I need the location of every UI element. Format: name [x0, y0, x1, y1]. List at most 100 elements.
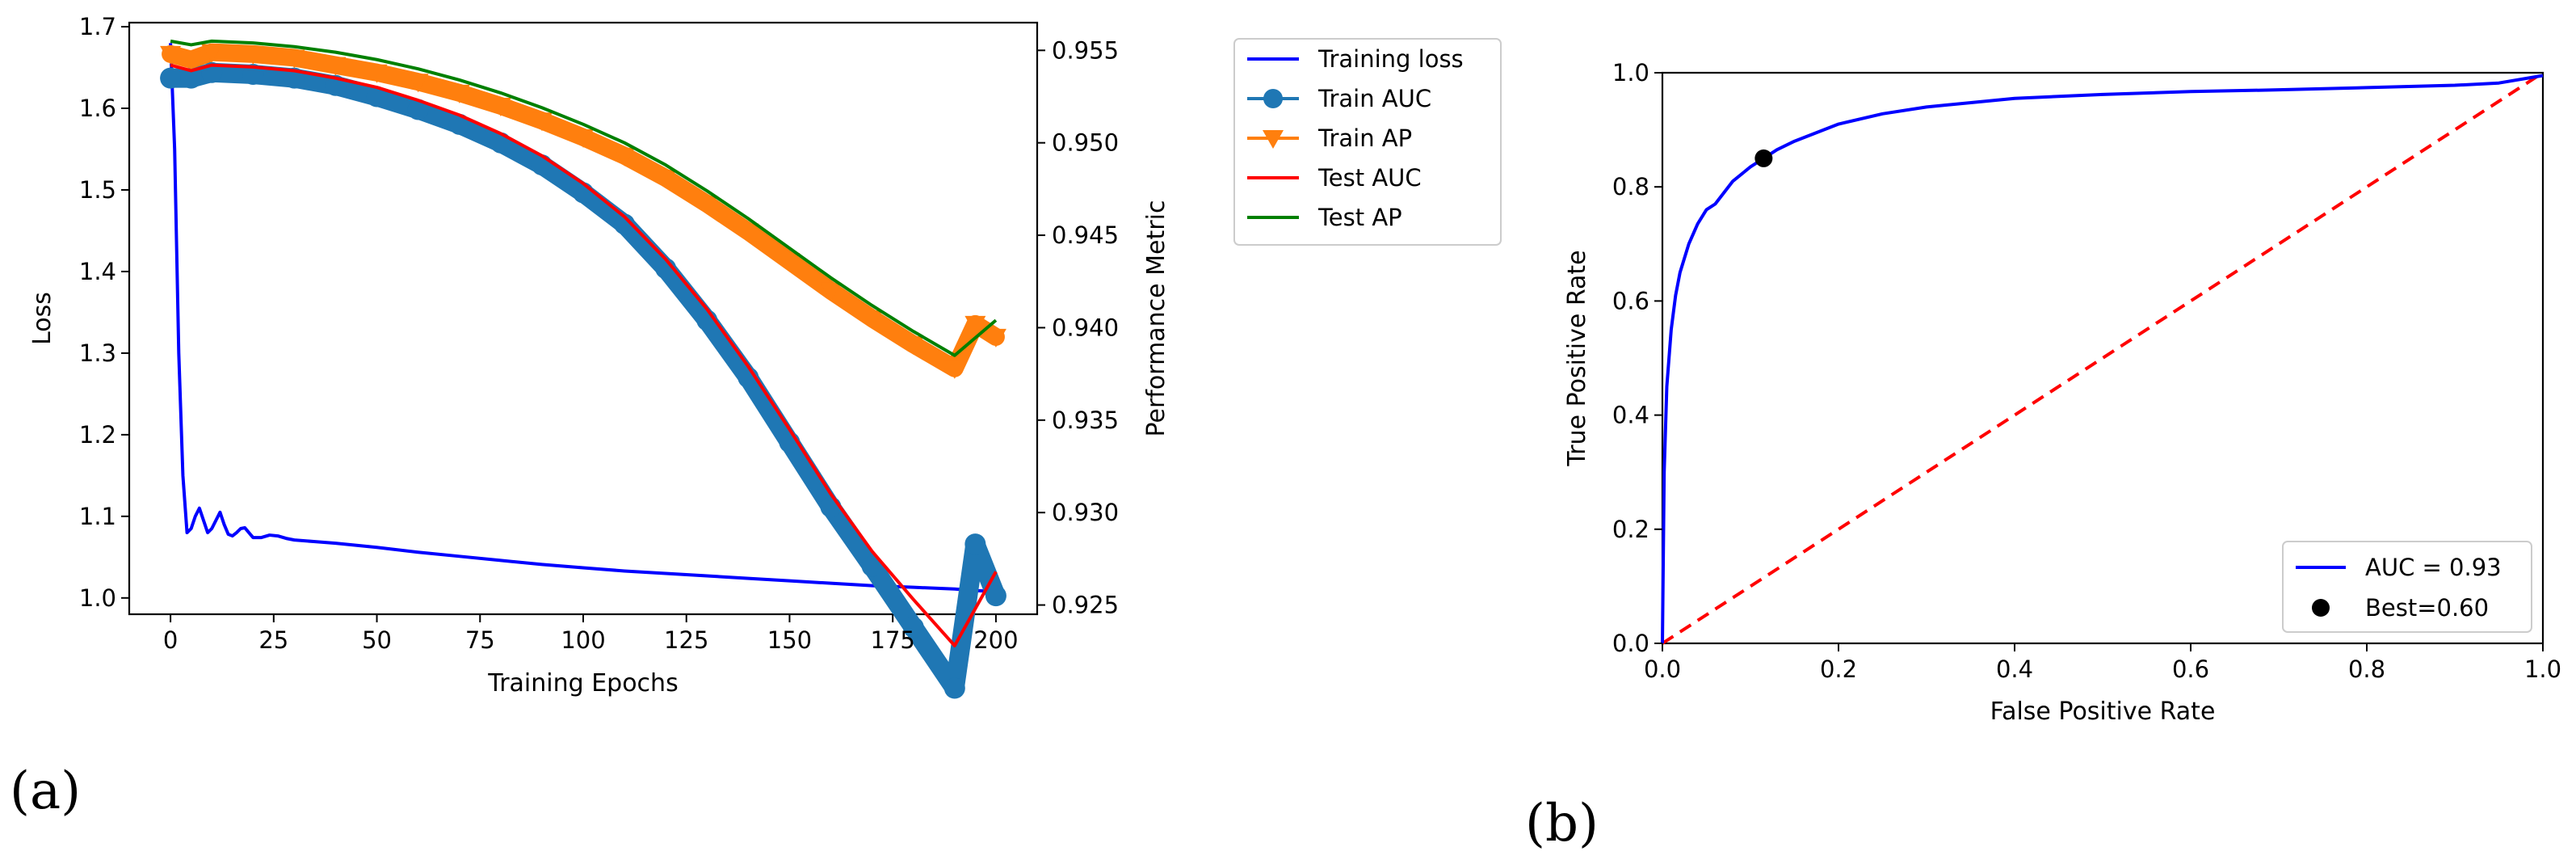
- chart-a-left-y-tick-label: 1.3: [79, 339, 116, 367]
- chart-b-y-tick-label: 0.2: [1612, 516, 1649, 543]
- chart-a-series-train-ap-point: [531, 112, 553, 132]
- chart-a-left-y-tick-label: 1.5: [79, 176, 116, 204]
- chart-a-series-train-ap-point: [655, 170, 677, 189]
- chart-a-left-y-tick-label: 1.7: [79, 13, 116, 40]
- chart-a-legend-frame: [1233, 38, 1502, 246]
- chart-a-series-train-auc-point: [160, 67, 182, 89]
- chart-a-series-train-ap-point: [160, 45, 182, 65]
- chart-b-x-axis-label: False Positive Rate: [1990, 698, 2216, 726]
- chart-b-y-axis-label: True Positive Rate: [1563, 250, 1591, 466]
- chart-b-series-group: [1661, 71, 2544, 645]
- chart-a-series-train-ap-point: [861, 310, 883, 329]
- chart-b-y-tick-label: 0.4: [1612, 402, 1649, 429]
- chart-a-legend-label-training-loss: Training loss: [1317, 45, 1464, 73]
- chart-b-x-ticks: 0.0 0.2 0.4 0.6 0.8 1.0: [1644, 643, 2561, 683]
- chart-a-left-y-tick-label: 1.4: [79, 258, 116, 285]
- chart-b-legend-label-auc: AUC = 0.93: [2365, 554, 2502, 581]
- chart-a-left-y-axis-label: Loss: [28, 292, 57, 345]
- chart-a-series-train-auc-point: [366, 86, 388, 107]
- chart-a-series-train-ap-point: [242, 45, 264, 65]
- chart-a-series-train-ap-point: [448, 84, 470, 103]
- chart-a-series-train-auc-point: [943, 677, 965, 699]
- chart-b-x-tick-label: 0.6: [2172, 655, 2209, 683]
- chart-a-x-tick-label: 25: [258, 626, 288, 654]
- chart-a-x-tick-label: 200: [973, 626, 1018, 654]
- chart-a-legend-label-train-auc: Train AUC: [1317, 85, 1431, 112]
- chart-a-legend-marker-train-ap: [1263, 130, 1284, 149]
- chart-a-series-test-ap: [170, 39, 998, 357]
- chart-a-x-tick-label: 150: [767, 626, 812, 654]
- chart-a-legend-label-train-ap: Train AP: [1317, 124, 1412, 152]
- chart-a-right-y-tick-label: 0.950: [1052, 129, 1119, 157]
- chart-a-series-train-ap-point: [366, 64, 388, 83]
- chart-b-y-tick-label: 0.8: [1612, 173, 1649, 200]
- chart-a-series-training-loss: [169, 43, 996, 593]
- chart-a-left-y-tick-label: 1.0: [79, 584, 116, 612]
- chart-a-left-y-ticks: 1.0 1.1 1.2 1.3 1.4 1.5 1.6 1.7: [79, 13, 129, 612]
- chart-a-x-tick-label: 175: [871, 626, 915, 654]
- chart-a-series-train-auc-point: [614, 213, 636, 235]
- chart-a-right-y-tick-label: 0.955: [1052, 36, 1119, 64]
- chart-a-series-train-auc-point: [902, 617, 924, 639]
- chart-a-series-train-auc-point: [490, 132, 511, 154]
- chart-a-series-train-ap-point: [696, 196, 718, 215]
- chart-b-legend-label-best: Best=0.60: [2365, 594, 2489, 622]
- chart-b-legend: AUC = 0.93 Best=0.60: [2282, 541, 2532, 633]
- chart-a-left-y-tick-label: 1.6: [79, 95, 116, 122]
- chart-a-series-test-auc: [170, 63, 998, 647]
- chart-b-y-tick-label: 0.6: [1612, 287, 1649, 314]
- chart-a-series-train-ap-point: [964, 315, 986, 335]
- chart-a-series-train-ap-point: [284, 49, 305, 69]
- chart-a-series-train-ap-point: [325, 57, 347, 76]
- chart-b-x-tick-label: 1.0: [2524, 655, 2561, 683]
- chart-a-series-train-ap-point: [985, 328, 1006, 348]
- chart-a-series-train-ap-point: [902, 336, 924, 356]
- chart-a-legend-label-test-ap: Test AP: [1317, 204, 1402, 231]
- chart-a-x-tick-label: 100: [561, 626, 605, 654]
- chart-a-x-axis-label: Training Epochs: [487, 669, 678, 698]
- chart-b-legend-frame: [2282, 541, 2532, 633]
- chart-a-series-train-ap-point: [490, 97, 511, 116]
- chart-a-series-train-auc-point: [861, 555, 883, 577]
- chart-a-series-group: [160, 39, 1006, 699]
- chart-a-left-y-tick-label: 1.2: [79, 421, 116, 449]
- chart-a-right-y-axis-label: Performance Metric: [1142, 200, 1170, 437]
- chart-b-legend-swatch-best: [2312, 599, 2330, 617]
- chart-a-right-y-tick-label: 0.925: [1052, 592, 1119, 619]
- chart-a-right-y-tick-label: 0.930: [1052, 499, 1119, 526]
- chart-a-legend: Training loss Train AUC Train AP Test AUC Te…: [1233, 38, 1502, 246]
- chart-a-left-y-tick-label: 1.1: [79, 503, 116, 530]
- chart-b-x-tick-label: 0.0: [1644, 655, 1681, 683]
- chart-a-series-train-ap-point: [573, 129, 594, 148]
- chart-a-series-train-ap-point: [943, 360, 965, 379]
- chart-a-series-train-ap-point: [201, 44, 223, 63]
- panel-label-a: (a): [10, 761, 81, 821]
- chart-a-x-tick-label: 75: [465, 626, 495, 654]
- chart-b-best-threshold-point: [1754, 149, 1773, 167]
- chart-a-right-y-tick-label: 0.945: [1052, 221, 1119, 249]
- chart-b-x-tick-label: 0.4: [1996, 655, 2033, 683]
- chart-a-series-train-auc-point: [985, 585, 1006, 607]
- chart-a-legend-label-test-auc: Test AUC: [1317, 164, 1422, 192]
- chart-a-series-train-auc-point: [964, 533, 986, 555]
- chart-b-chance-line: [1661, 71, 2544, 645]
- chart-a-x-tick-label: 0: [163, 626, 178, 654]
- chart-a-series-train-auc-point: [180, 67, 202, 89]
- chart-a-right-y-tick-label: 0.940: [1052, 314, 1119, 341]
- chart-b-x-tick-label: 0.2: [1820, 655, 1857, 683]
- chart-a-series-train-ap-point: [779, 253, 801, 272]
- chart-a-series-train-auc-point: [242, 64, 264, 86]
- chart-b: 0.0 0.2 0.4 0.6 0.8 1.0 0.0 0.2 0.4 0.6 0.8 1.0 Fa…: [1563, 59, 2561, 726]
- chart-b-plot-frame: [1661, 71, 2544, 645]
- chart-a-series-train-ap-point: [738, 223, 759, 242]
- chart-b-y-ticks: 0.0 0.2 0.4 0.6 0.8 1.0: [1612, 59, 1662, 657]
- chart-b-y-tick-label: 1.0: [1612, 59, 1649, 86]
- chart-b-y-tick-label: 0.0: [1612, 630, 1649, 657]
- chart-a-series-train-auc-point: [407, 99, 429, 120]
- chart-a-series-train-ap-point: [180, 51, 202, 70]
- chart-a-series-train-ap-point: [820, 282, 842, 301]
- panel-label-b: (b): [1525, 794, 1599, 853]
- chart-a-x-tick-label: 50: [362, 626, 392, 654]
- chart-a-right-y-tick-label: 0.935: [1052, 407, 1119, 434]
